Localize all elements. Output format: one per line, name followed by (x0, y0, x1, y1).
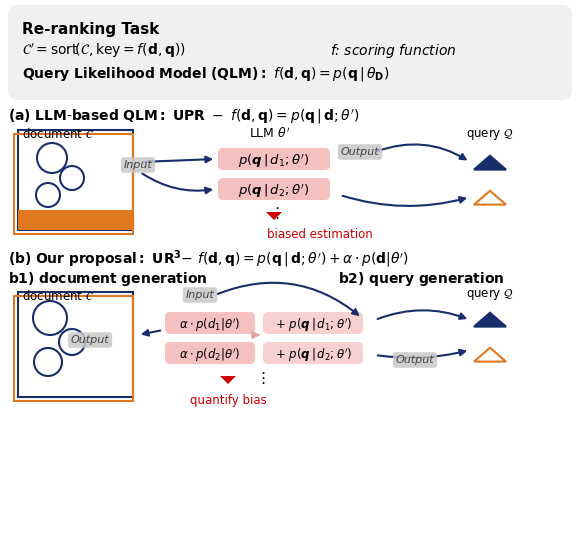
Text: $\vdots$: $\vdots$ (269, 205, 279, 221)
Text: Output: Output (340, 147, 379, 157)
Text: $\mathbf{Query\ Likelihood\ Model\ (QLM):}\ f(\mathbf{d},\mathbf{q})=p(\mathbf{q: $\mathbf{Query\ Likelihood\ Model\ (QLM)… (22, 65, 389, 83)
Text: $\vdots$: $\vdots$ (255, 370, 265, 386)
FancyBboxPatch shape (263, 312, 363, 334)
FancyBboxPatch shape (218, 178, 330, 200)
Text: $p(\boldsymbol{q}\,|\,\boldsymbol{d_1};\theta')$: $p(\boldsymbol{q}\,|\,\boldsymbol{d_1};\… (238, 152, 310, 170)
Text: $f$: scoring function: $f$: scoring function (330, 42, 456, 60)
Bar (14, 296, 133, 401)
Bar (18, 210, 133, 230)
Text: $\mathcal{C}'= \mathrm{sort}\!\left(\mathcal{C},\mathrm{key}=f(\mathbf{d},\mathb: $\mathcal{C}'= \mathrm{sort}\!\left(\mat… (22, 42, 186, 60)
FancyBboxPatch shape (263, 342, 363, 364)
Text: document $\mathcal{C}$: document $\mathcal{C}$ (22, 289, 94, 303)
Bar (14, 134, 133, 234)
Text: $\alpha\cdot p(\boldsymbol{d_2}|\theta')$: $\alpha\cdot p(\boldsymbol{d_2}|\theta')… (179, 346, 241, 364)
Text: $\alpha\cdot p(\boldsymbol{d_1}|\theta')$: $\alpha\cdot p(\boldsymbol{d_1}|\theta')… (179, 316, 241, 334)
Text: $\mathbf{b2)}\ \mathbf{query\ generation}$: $\mathbf{b2)}\ \mathbf{query\ generation… (338, 270, 505, 288)
Polygon shape (266, 212, 282, 220)
Text: query $\mathcal{Q}$: query $\mathcal{Q}$ (466, 127, 514, 142)
Text: Output: Output (396, 355, 434, 365)
Text: Input: Input (124, 160, 153, 170)
Text: Re-ranking Task: Re-ranking Task (22, 22, 160, 37)
Text: query $\mathcal{Q}$: query $\mathcal{Q}$ (466, 287, 514, 302)
Text: $p(\boldsymbol{q}\,|\,\boldsymbol{d_2};\theta')$: $p(\boldsymbol{q}\,|\,\boldsymbol{d_2};\… (238, 182, 310, 200)
Bar (18, 130, 133, 230)
Text: $+\ p(\boldsymbol{q}\,|\,\boldsymbol{d_1};\theta')$: $+\ p(\boldsymbol{q}\,|\,\boldsymbol{d_1… (276, 316, 353, 334)
FancyBboxPatch shape (165, 342, 255, 364)
Text: $\mathbf{(a)\ LLM\text{-}based\ QLM:\ UPR}\ -\ f(\mathbf{d},\mathbf{q})=p(\mathb: $\mathbf{(a)\ LLM\text{-}based\ QLM:\ UP… (8, 108, 360, 126)
Text: Output: Output (71, 335, 109, 345)
Polygon shape (220, 376, 236, 384)
Text: document $\mathcal{C}$: document $\mathcal{C}$ (22, 127, 94, 141)
Text: biased estimation: biased estimation (267, 228, 373, 241)
Text: quantify bias: quantify bias (190, 394, 266, 407)
Text: $\mathbf{b1)}\ \mathbf{document\ generation}$: $\mathbf{b1)}\ \mathbf{document\ generat… (8, 270, 208, 288)
Text: Input: Input (186, 290, 215, 300)
FancyBboxPatch shape (8, 5, 572, 100)
FancyBboxPatch shape (218, 148, 330, 170)
FancyBboxPatch shape (165, 312, 255, 334)
Text: $+\ p(\boldsymbol{q}\,|\,\boldsymbol{d_2};\theta')$: $+\ p(\boldsymbol{q}\,|\,\boldsymbol{d_2… (276, 346, 353, 364)
Bar (18, 292, 133, 397)
Text: $\mathbf{(b)\ Our\ proposal:\ UR^3}$$ -\ f(\mathbf{d},\mathbf{q})=p(\mathbf{q}\,: $\mathbf{(b)\ Our\ proposal:\ UR^3}$$ -\… (8, 248, 409, 270)
Polygon shape (474, 156, 506, 170)
Polygon shape (474, 313, 506, 327)
Text: LLM $\theta'$: LLM $\theta'$ (249, 127, 291, 141)
